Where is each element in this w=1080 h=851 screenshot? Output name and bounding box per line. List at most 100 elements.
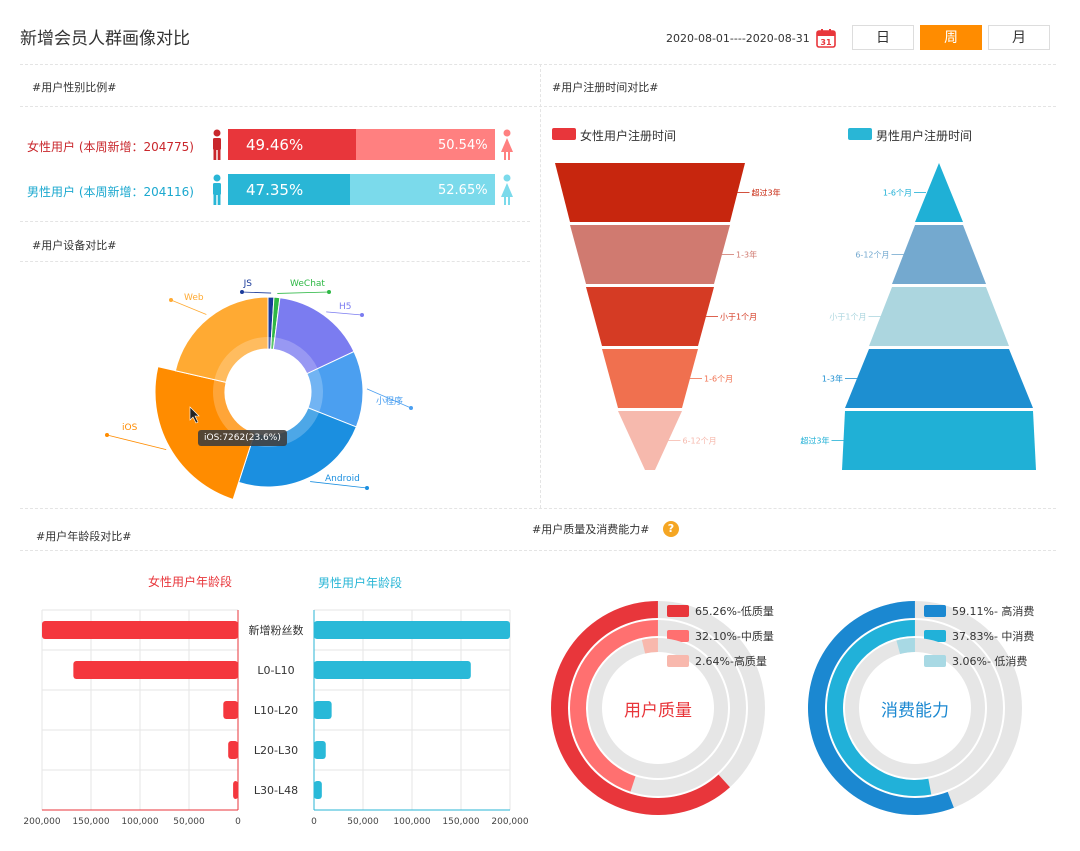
age-bar-male-L20-L30 bbox=[314, 741, 326, 759]
female-funnel-label: 1-3年 bbox=[736, 250, 757, 260]
female-bar-dark bbox=[228, 129, 360, 160]
device-leader-dot bbox=[169, 298, 173, 302]
donut-ring-65.26%-低质量 bbox=[551, 601, 730, 815]
age-category-label: L10-L20 bbox=[254, 704, 298, 717]
female-funnel-1-6个月 bbox=[602, 349, 698, 408]
age-tick-left: 100,000 bbox=[121, 817, 158, 827]
divider bbox=[20, 64, 1056, 65]
device-leader-dot bbox=[240, 290, 244, 294]
calendar-icon[interactable]: 31 bbox=[816, 28, 836, 48]
age-tick-left: 200,000 bbox=[23, 817, 60, 827]
age-bar-male-L30-L48 bbox=[314, 781, 322, 799]
age-bar-female-L30-L48 bbox=[233, 781, 238, 799]
age-section-title: #用户年龄段对比# bbox=[36, 530, 132, 543]
period-week-button[interactable]: 周 bbox=[920, 25, 982, 50]
age-bar-male-L0-L10 bbox=[314, 661, 471, 679]
donut-center-label: 用户质量 bbox=[624, 701, 692, 721]
device-center bbox=[225, 349, 311, 435]
device-section-title: #用户设备对比# bbox=[32, 239, 117, 252]
page-title: 新增会员人群画像对比 bbox=[20, 29, 190, 49]
help-icon[interactable]: ? bbox=[663, 521, 679, 537]
device-label: 小程序 bbox=[376, 395, 403, 407]
male-funnel-6-12个月 bbox=[892, 225, 986, 284]
male-register-legend[interactable]: 男性用户注册时间 bbox=[876, 129, 973, 143]
age-bar-male-新增粉丝数 bbox=[314, 621, 510, 639]
age-category-label: L0-L10 bbox=[257, 664, 294, 677]
male-register-legend-swatch[interactable] bbox=[848, 128, 872, 140]
male-funnel-label: 6-12个月 bbox=[855, 251, 889, 260]
register-funnel-charts: 超过3年1-3年小于1个月1-6个月6-12个月1-6个月6-12个月小于1个月… bbox=[555, 163, 1036, 470]
device-inner-ring-Web bbox=[214, 337, 268, 383]
male-funnel-超过3年 bbox=[842, 411, 1036, 470]
female-funnel-1-3年 bbox=[570, 225, 730, 284]
donut-ring-2.64%-高质量 bbox=[641, 638, 658, 654]
age-category-label: 新增粉丝数 bbox=[249, 623, 304, 637]
age-bar-chart: 200,000 0 150,000 50,000 100,000 100,000 50,00… bbox=[23, 609, 529, 827]
device-leader-line bbox=[170, 299, 207, 315]
female-bar-light bbox=[356, 129, 495, 160]
period-month-button[interactable]: 月 bbox=[988, 25, 1050, 50]
device-label: Android bbox=[325, 474, 360, 484]
device-leader-line bbox=[106, 434, 167, 451]
donut-legend-swatch bbox=[667, 630, 689, 642]
female-funnel-label: 小于1个月 bbox=[720, 313, 757, 322]
donut-legend-swatch bbox=[667, 605, 689, 617]
female-gender-label: 女性用户 (本周新增：204775) bbox=[27, 140, 194, 154]
device-leader-line bbox=[241, 291, 272, 294]
divider bbox=[20, 261, 530, 262]
age-bar-female-L10-L20 bbox=[223, 701, 238, 719]
female-register-legend[interactable]: 女性用户注册时间 bbox=[580, 129, 677, 143]
donut-legend-label: 59.11%- 高消费 bbox=[952, 604, 1034, 618]
mouse-cursor-icon bbox=[189, 406, 200, 424]
device-donut-chart: JS WeChat H5 小程序 Android iOS Web bbox=[105, 279, 413, 501]
female-funnel-6-12个月 bbox=[618, 411, 682, 470]
male-funnel-1-6个月 bbox=[915, 163, 963, 222]
age-bar-female-新增粉丝数 bbox=[42, 621, 238, 639]
male-age-title: 男性用户年龄段 bbox=[318, 576, 403, 590]
female-dress-icon bbox=[501, 129, 513, 160]
age-tick-right: 50,000 bbox=[347, 817, 379, 827]
age-tick-left: 150,000 bbox=[72, 817, 109, 827]
period-day-button[interactable]: 日 bbox=[852, 25, 914, 50]
female-funnel-label: 超过3年 bbox=[752, 188, 781, 198]
register-section-title: #用户注册时间对比# bbox=[552, 81, 659, 94]
male-funnel-小于1个月 bbox=[869, 287, 1009, 346]
male-gender-label: 男性用户 (本周新增：204116) bbox=[27, 185, 194, 199]
device-label: Web bbox=[184, 293, 204, 303]
device-inner-ring-WeChat bbox=[270, 337, 275, 350]
donut-legend-swatch bbox=[924, 630, 946, 642]
donut-legend-label: 37.83%- 中消费 bbox=[952, 629, 1034, 643]
female-funnel-超过3年 bbox=[555, 163, 745, 222]
donut-legend-swatch bbox=[924, 655, 946, 667]
age-tick-right: 200,000 bbox=[491, 817, 528, 827]
date-range[interactable]: 2020-08-01----2020-08-31 bbox=[666, 32, 810, 45]
female-funnel-小于1个月 bbox=[586, 287, 714, 346]
donut-legend-label: 32.10%-中质量 bbox=[695, 630, 774, 643]
donut-legend-swatch bbox=[924, 605, 946, 617]
age-bar-female-L0-L10 bbox=[73, 661, 238, 679]
female-icon bbox=[213, 129, 221, 160]
divider bbox=[20, 508, 1056, 509]
device-label: WeChat bbox=[290, 279, 325, 289]
svg-text:31: 31 bbox=[820, 38, 832, 47]
age-tick-right: 0 bbox=[311, 817, 317, 827]
male-pct-2: 52.65% bbox=[438, 183, 488, 198]
device-leader-line bbox=[326, 311, 363, 316]
divider bbox=[20, 221, 530, 222]
divider bbox=[20, 550, 1056, 551]
male-funnel-label: 1-3年 bbox=[822, 374, 843, 384]
donut-ring-3.06%- 低消费 bbox=[896, 638, 915, 655]
age-bar-female-L20-L30 bbox=[228, 741, 238, 759]
age-tick-left: 50,000 bbox=[173, 817, 205, 827]
age-tick-right: 100,000 bbox=[393, 817, 430, 827]
age-tick-right: 150,000 bbox=[442, 817, 479, 827]
donut-ring-37.83%- 中消费 bbox=[827, 620, 932, 796]
donut-legend-label: 3.06%- 低消费 bbox=[952, 654, 1027, 668]
device-leader-dot bbox=[360, 313, 364, 317]
female-register-legend-swatch[interactable] bbox=[552, 128, 576, 140]
device-label: H5 bbox=[339, 302, 352, 312]
female-funnel-label: 6-12个月 bbox=[683, 437, 717, 446]
donut-legend-swatch bbox=[667, 655, 689, 667]
